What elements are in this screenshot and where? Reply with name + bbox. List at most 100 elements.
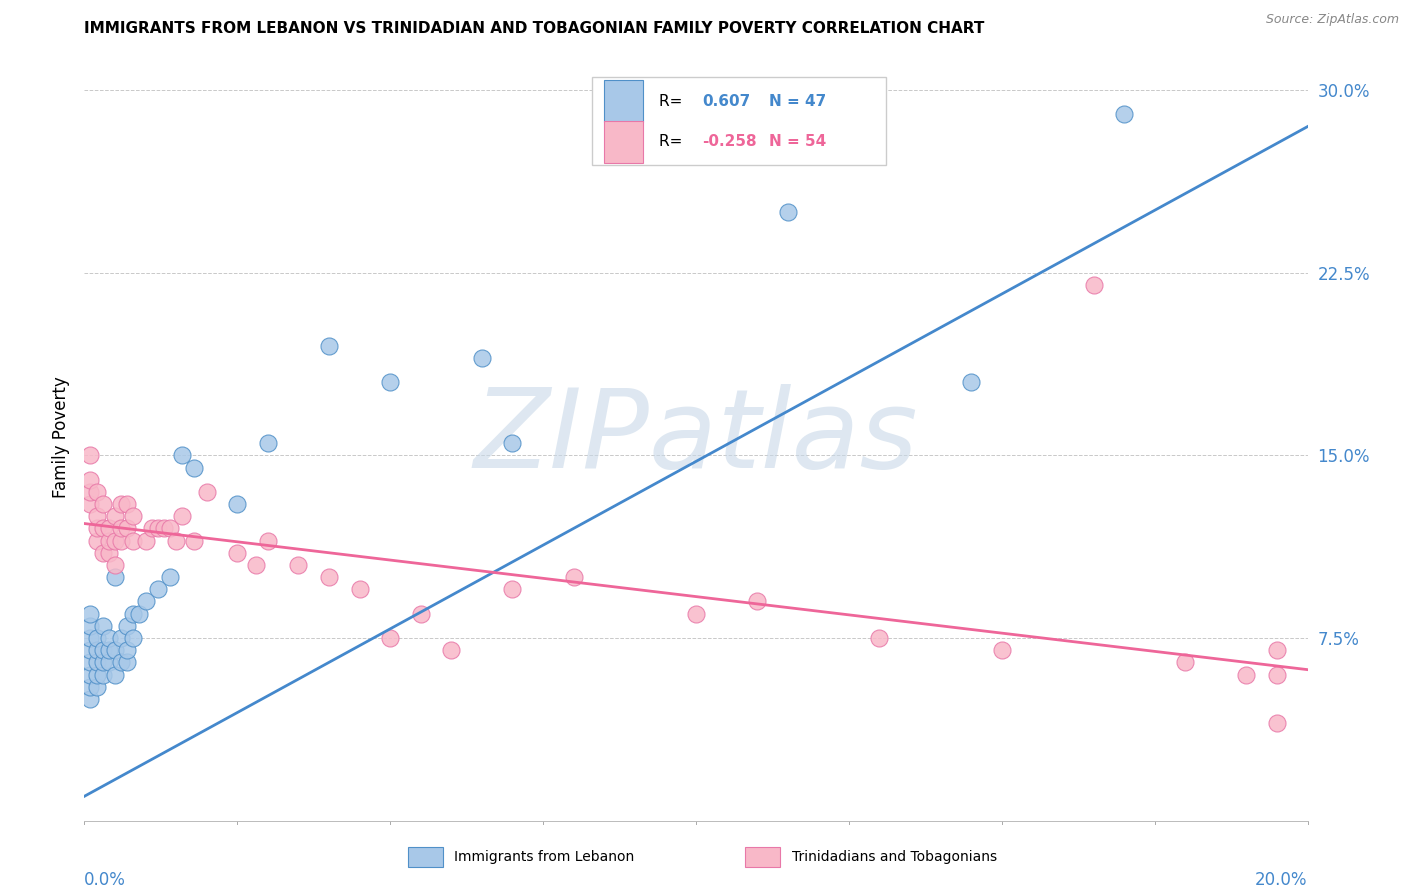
Point (97, 533, 120, 548)
Point (165, 533, 187, 548)
Point (110, 497, 132, 511)
Point (1265, 643, 1288, 657)
Point (91, 521, 114, 535)
Point (86, 656, 108, 670)
Text: N = 47: N = 47 (769, 94, 827, 109)
Point (502, 582, 524, 597)
Bar (592, 77, 886, 165)
Point (79, 484, 101, 499)
Point (91, 546, 114, 560)
Point (91, 619, 114, 633)
Point (110, 656, 132, 670)
Point (195, 484, 218, 499)
Point (380, 631, 402, 645)
Text: 0.0%: 0.0% (84, 871, 127, 888)
Point (115, 656, 138, 670)
Point (115, 521, 138, 535)
Point (1265, 716, 1288, 731)
Point (79, 448, 101, 462)
Point (257, 436, 280, 450)
Point (104, 533, 127, 548)
Text: N = 54: N = 54 (769, 135, 827, 149)
Bar (605, 120, 644, 163)
Point (183, 460, 205, 475)
Point (79, 656, 101, 670)
Point (104, 570, 127, 584)
Point (91, 497, 114, 511)
Point (86, 533, 108, 548)
Point (79, 631, 101, 645)
Point (991, 643, 1014, 657)
Text: Trinidadians and Tobagonians: Trinidadians and Tobagonians (792, 850, 997, 864)
Point (135, 594, 157, 608)
Point (97, 656, 120, 670)
Point (97, 643, 120, 657)
Point (91, 667, 114, 681)
Text: Source: ZipAtlas.com: Source: ZipAtlas.com (1265, 13, 1399, 27)
Point (1114, 107, 1136, 121)
Point (79, 643, 101, 657)
Y-axis label: Family Poverty: Family Poverty (52, 376, 70, 498)
Point (1174, 656, 1197, 670)
Point (135, 533, 157, 548)
Text: Immigrants from Lebanon: Immigrants from Lebanon (454, 850, 634, 864)
Point (257, 533, 280, 548)
Point (287, 558, 309, 572)
Point (115, 619, 138, 633)
Point (776, 204, 799, 219)
Point (122, 631, 145, 645)
Point (172, 448, 194, 462)
Point (115, 497, 138, 511)
Point (122, 509, 145, 524)
Point (440, 643, 463, 657)
Point (159, 570, 181, 584)
Point (86, 509, 108, 524)
Point (104, 643, 127, 657)
Point (153, 521, 176, 535)
Text: ZIPatlas: ZIPatlas (474, 384, 918, 491)
Point (380, 376, 402, 390)
Point (97, 546, 120, 560)
Point (685, 95, 707, 110)
Bar (605, 80, 644, 122)
Point (86, 667, 108, 681)
Point (685, 607, 707, 621)
Point (104, 558, 127, 572)
Point (226, 497, 249, 511)
Point (226, 546, 249, 560)
Point (562, 570, 585, 584)
Point (869, 631, 891, 645)
Point (79, 680, 101, 694)
Text: R=: R= (659, 135, 692, 149)
Point (141, 521, 163, 535)
Point (110, 533, 132, 548)
Point (115, 643, 138, 657)
Point (960, 376, 983, 390)
Point (79, 691, 101, 706)
Point (79, 619, 101, 633)
Point (91, 656, 114, 670)
Point (86, 631, 108, 645)
Point (471, 351, 494, 365)
Point (1083, 277, 1105, 292)
Point (110, 631, 132, 645)
Point (146, 582, 169, 597)
Text: IMMIGRANTS FROM LEBANON VS TRINIDADIAN AND TOBAGONIAN FAMILY POVERTY CORRELATION: IMMIGRANTS FROM LEBANON VS TRINIDADIAN A… (84, 21, 984, 36)
Point (104, 667, 127, 681)
Point (122, 533, 145, 548)
Point (349, 582, 371, 597)
Point (1236, 667, 1258, 681)
Point (747, 594, 769, 608)
Point (79, 667, 101, 681)
Point (172, 509, 194, 524)
Point (104, 509, 127, 524)
Point (409, 607, 432, 621)
Text: 0.607: 0.607 (702, 94, 751, 109)
Point (1265, 667, 1288, 681)
Point (86, 484, 108, 499)
Text: 20.0%: 20.0% (1256, 871, 1308, 888)
Point (86, 643, 108, 657)
Point (86, 680, 108, 694)
Point (97, 631, 120, 645)
Point (128, 607, 150, 621)
